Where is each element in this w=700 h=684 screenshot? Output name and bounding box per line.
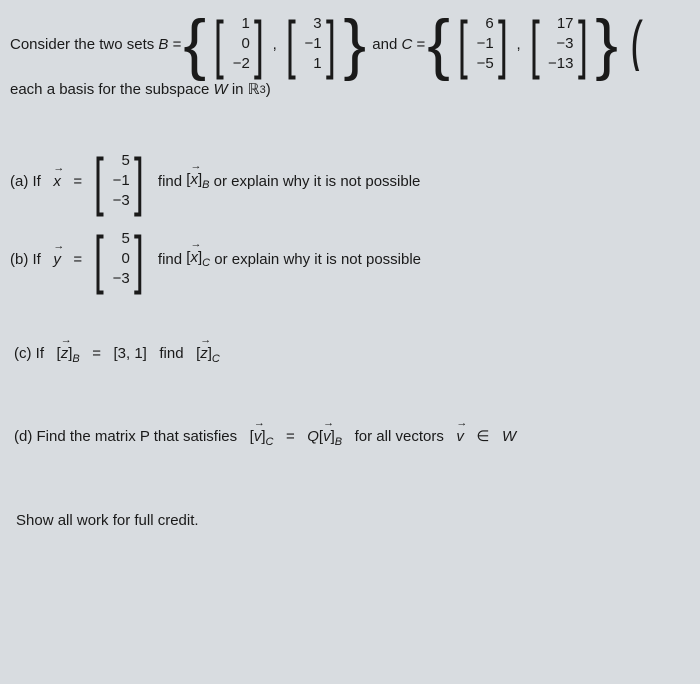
z-vector-symbol: z — [61, 345, 69, 362]
Q-symbol: Q — [307, 428, 319, 445]
C-symbol: C — [401, 36, 412, 53]
vector-B1: [ 1 0 −2 ] — [210, 14, 268, 74]
definition-sets: Consider the two sets B = { [ 1 0 −2 ] ,… — [10, 14, 690, 74]
and-text: and — [372, 36, 397, 53]
x-vector-symbol: x — [53, 173, 61, 190]
vector-B2: [ 3 −1 1 ] — [282, 14, 340, 74]
vector-b: [ 5 0 −3 ] — [90, 229, 148, 289]
basis-text: each a basis for the subspace — [10, 81, 209, 98]
W-symbol: W — [213, 81, 227, 98]
question-c: (c) If [z]B = [3, 1] find [z]C — [14, 345, 690, 365]
cut-paren: ( — [630, 17, 643, 71]
question-d: (d) Find the matrix P that satisfies [v]… — [14, 427, 690, 448]
vector-C1: [ 6 −1 −5 ] — [454, 14, 512, 74]
question-b: (b) If y = [ 5 0 −3 ] find [x]C or expla… — [10, 229, 690, 289]
v-vector-symbol: v — [254, 428, 262, 445]
consider-text: Consider the two sets — [10, 36, 154, 53]
question-a: (a) If x = [ 5 −1 −3 ] find [x]B or expl… — [10, 151, 690, 211]
brace-open: { — [183, 14, 206, 74]
equals: = — [173, 36, 182, 53]
coord-x-B: [x]B — [186, 171, 209, 191]
y-vector-symbol: y — [53, 251, 61, 268]
brace-close: } — [343, 14, 366, 74]
B-symbol: B — [158, 36, 168, 53]
vector-C2: [ 17 −3 −13 ] — [526, 14, 592, 74]
vector-a: [ 5 −1 −3 ] — [90, 151, 148, 211]
coord-x-C: [x]C — [186, 249, 210, 269]
footer-instruction: Show all work for full credit. — [16, 512, 690, 529]
R-symbol: ℝ — [248, 80, 260, 99]
basis-text-row: each a basis for the subspace W in ℝ3) — [10, 80, 690, 99]
z-value: [3, 1] — [114, 345, 147, 362]
